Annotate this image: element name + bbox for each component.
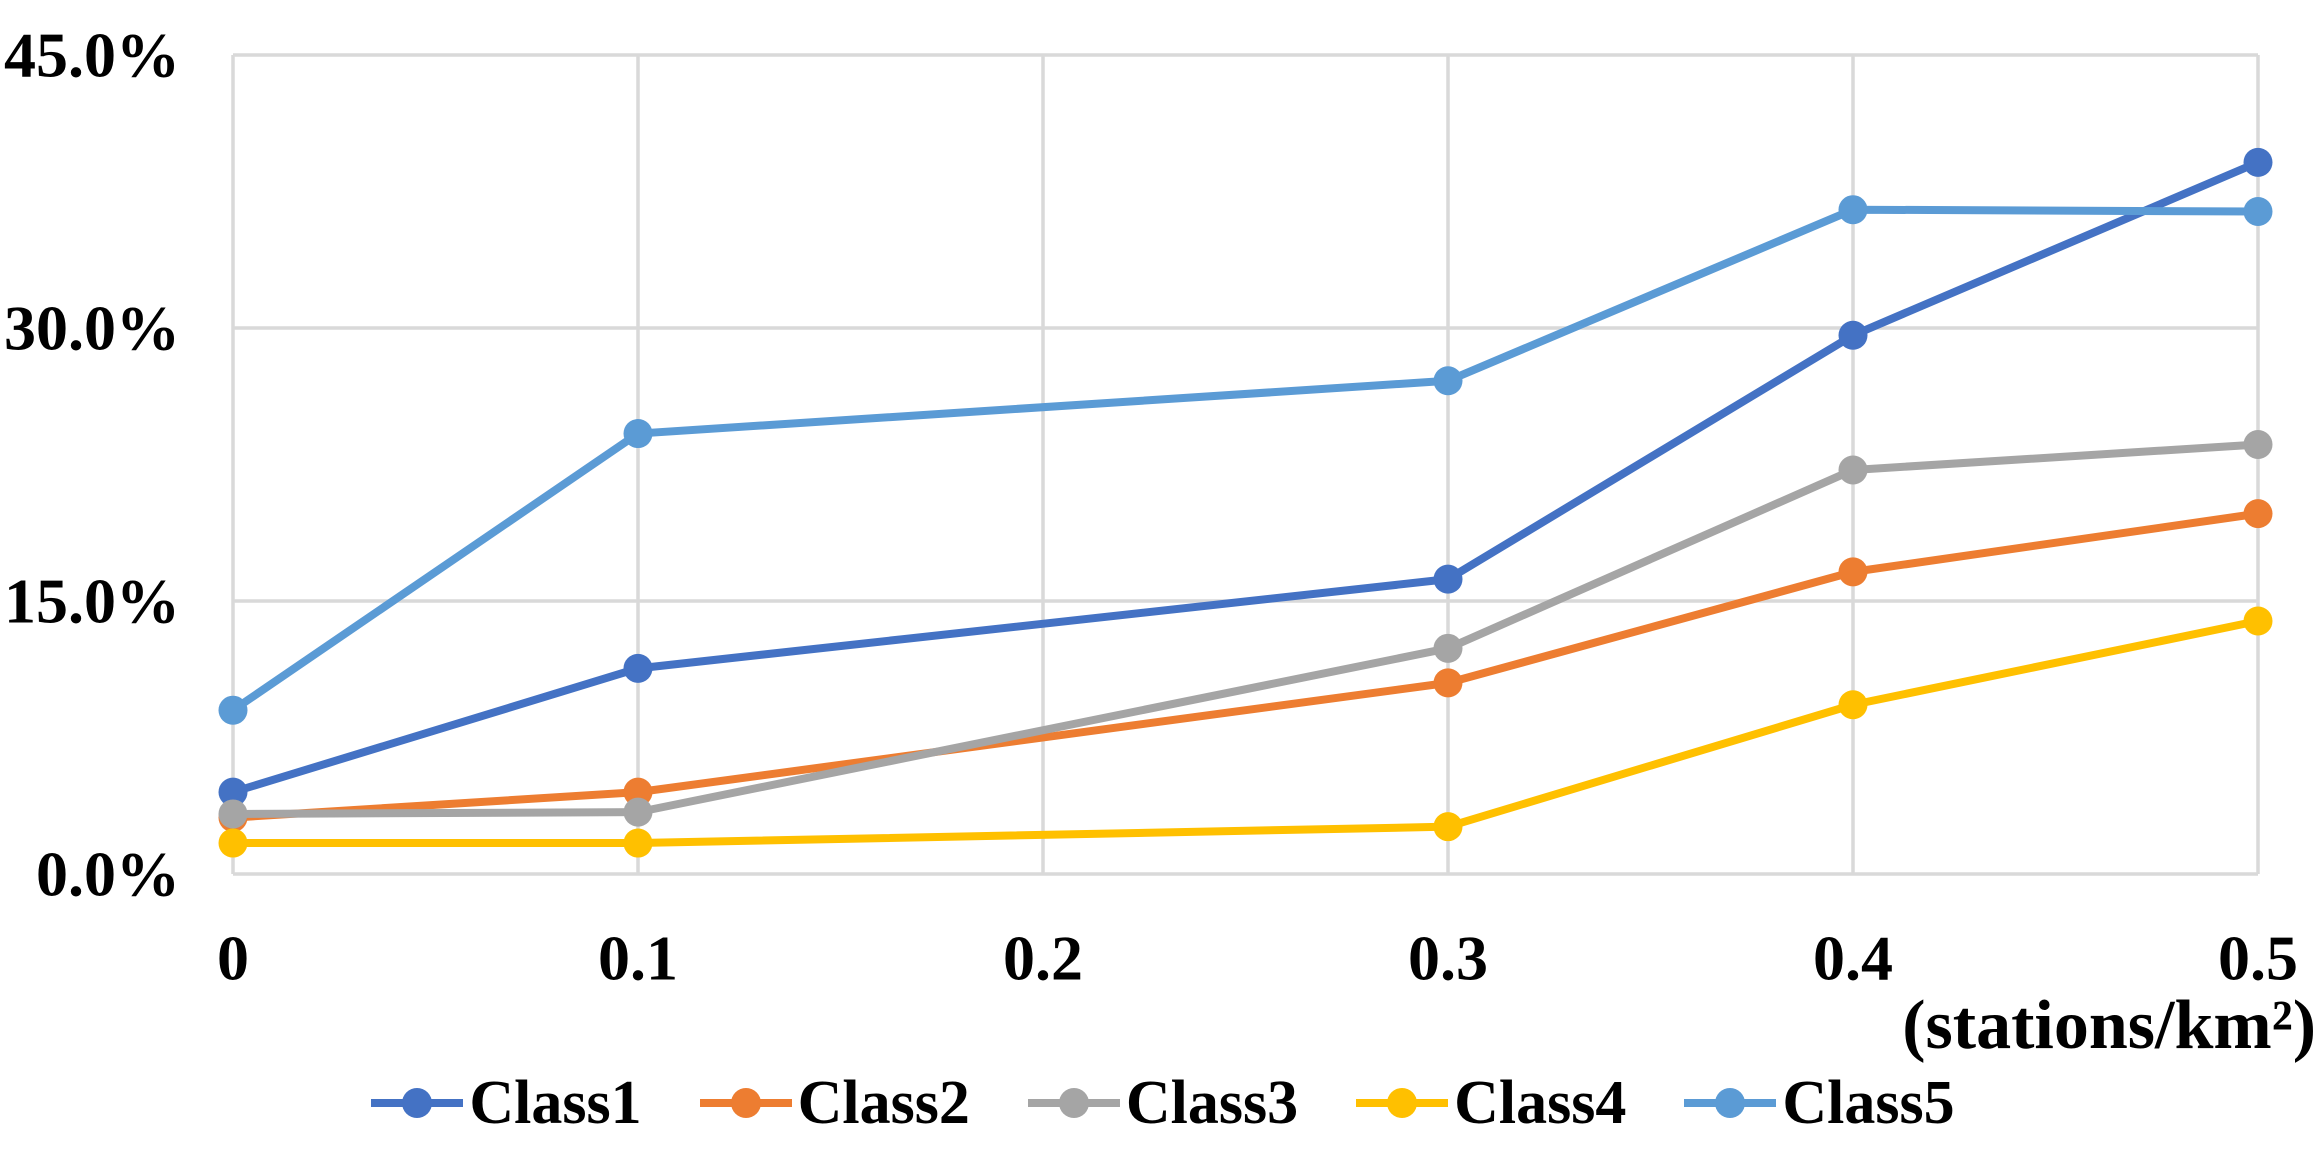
legend-item-class5: Class5	[1682, 1069, 1955, 1137]
marker-class3-x0	[218, 799, 248, 829]
series-line-class1	[229, 158, 2262, 797]
marker-class5-x0	[218, 695, 248, 725]
marker-class5-x0.3	[1433, 366, 1463, 396]
marker-class2-x0.4	[1838, 557, 1868, 587]
y-tick-label-15.0%: 15.0%	[4, 566, 180, 637]
series-line-class2	[229, 509, 2262, 822]
x-tick-label-0.4: 0.4	[1813, 923, 1893, 994]
y-tick-label-45.0%: 45.0%	[4, 20, 180, 91]
x-axis-unit-label: (stations/km²)	[1902, 987, 2316, 1064]
marker-class4-x0.1	[623, 828, 653, 858]
marker-class4-x0.4	[1838, 690, 1868, 720]
marker-class2-x0.1	[623, 777, 653, 807]
legend-item-class4: Class4	[1354, 1072, 1626, 1134]
marker-class1-x0.5	[2243, 147, 2273, 177]
legend-label-class4: Class4	[1454, 1069, 1627, 1137]
marker-class3-x0.3	[1433, 633, 1463, 663]
x-tick-label-0.1: 0.1	[598, 923, 678, 994]
marker-class1-x0.1	[623, 653, 653, 683]
marker-class5-x0.5	[2243, 197, 2273, 227]
legend-line-marker-icon	[1027, 1088, 1120, 1118]
y-tick-label-30.0%: 30.0%	[4, 293, 180, 364]
marker-class5-x0.4	[1838, 195, 1868, 225]
x-tick-label-0: 0	[217, 923, 249, 994]
marker-class4-x0.5	[2243, 606, 2273, 636]
legend-label-class3: Class3	[1125, 1069, 1299, 1137]
legend-line-marker-icon	[1356, 1088, 1449, 1118]
marker-class3-x0.4	[1838, 455, 1868, 485]
marker-class1-x0.3	[1433, 564, 1463, 594]
legend-label-class5: Class5	[1782, 1069, 1955, 1137]
marker-class5-x0.1	[623, 419, 653, 449]
x-tick-label-0.3: 0.3	[1408, 923, 1488, 994]
x-tick-label-0.2: 0.2	[1003, 923, 1083, 994]
legend-line-marker-icon	[371, 1088, 464, 1118]
legend-line-marker-icon	[1684, 1088, 1777, 1118]
legend-item-class1: Class1	[369, 1069, 642, 1137]
legend: Class1 Class2 Class3 Class4 Class5	[0, 1072, 2324, 1134]
marker-class1-x0	[218, 777, 248, 807]
legend-label-class2: Class2	[797, 1069, 970, 1137]
marker-class3-x0.5	[2243, 429, 2273, 459]
marker-class4-x0.3	[1433, 812, 1463, 842]
marker-class2-x0.5	[2243, 499, 2273, 529]
legend-line-marker-icon	[699, 1088, 792, 1118]
legend-item-class3: Class3	[1026, 1072, 1298, 1134]
legend-item-class2: Class2	[698, 1072, 970, 1134]
y-tick-label-0.0%: 0.0%	[36, 839, 180, 910]
marker-class2-x0.3	[1433, 668, 1463, 698]
marker-class4-x0	[218, 828, 248, 858]
marker-class1-x0.4	[1838, 320, 1868, 350]
x-tick-label-0.5: 0.5	[2218, 923, 2298, 994]
legend-label-class1: Class1	[469, 1069, 642, 1137]
marker-class3-x0.1	[623, 797, 653, 827]
